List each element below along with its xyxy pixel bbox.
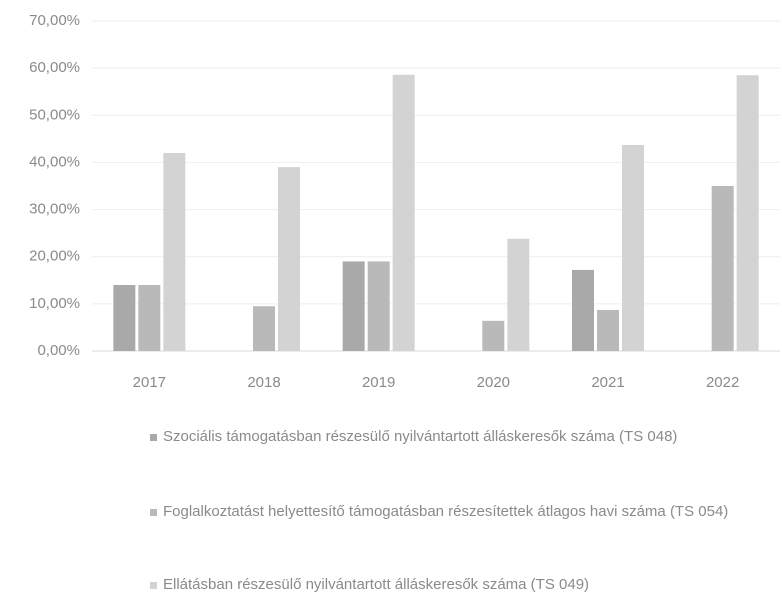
y-tick-label: 60,00%: [29, 59, 80, 76]
bar: [572, 269, 594, 351]
legend-label: Szociális támogatásban részesülő nyilván…: [163, 428, 678, 445]
x-tick-label: 2020: [477, 374, 510, 391]
legend-entry: Szociális támogatásban részesülő nyilván…: [150, 425, 760, 449]
legend-entry: Ellátásban részesülő nyilvántartott állá…: [150, 573, 760, 597]
x-tick-label: 2019: [362, 374, 395, 391]
legend-label: Ellátásban részesülő nyilvántartott állá…: [163, 576, 590, 593]
y-tick-label: 70,00%: [29, 12, 80, 29]
x-tick-label: 2022: [706, 374, 739, 391]
y-tick-label: 10,00%: [29, 295, 80, 312]
bar: [113, 285, 136, 351]
y-tick-label: 50,00%: [29, 106, 80, 123]
bar: [711, 186, 734, 351]
legend-swatch: [150, 508, 157, 516]
bar: [342, 261, 365, 351]
bar: [367, 261, 390, 351]
bar: [392, 74, 415, 351]
bar: [736, 75, 759, 351]
y-tick-label: 20,00%: [29, 248, 80, 265]
x-tick-label: 2021: [591, 374, 624, 391]
bar: [622, 144, 644, 351]
legend-entry: Foglalkoztatást helyettesítő támogatásba…: [150, 500, 760, 524]
bar: [253, 306, 275, 351]
x-tick-label: 2017: [133, 374, 166, 391]
bar: [163, 153, 186, 351]
legend-label: Foglalkoztatást helyettesítő támogatásba…: [163, 503, 729, 520]
bar: [138, 285, 161, 351]
y-tick-label: 0,00%: [37, 342, 80, 359]
bar: [597, 309, 619, 351]
y-tick-label: 30,00%: [29, 201, 80, 218]
bar: [507, 238, 530, 351]
legend-swatch: [150, 581, 157, 589]
chart: 0,00% 10,00% 20,00% 30,00% 40,00% 50,00% 60,00…: [29, 12, 780, 391]
y-tick-label: 40,00%: [29, 153, 80, 170]
x-tick-label: 2018: [247, 374, 280, 391]
legend-swatch: [150, 433, 157, 441]
bar: [482, 320, 505, 351]
bar: [278, 167, 300, 351]
